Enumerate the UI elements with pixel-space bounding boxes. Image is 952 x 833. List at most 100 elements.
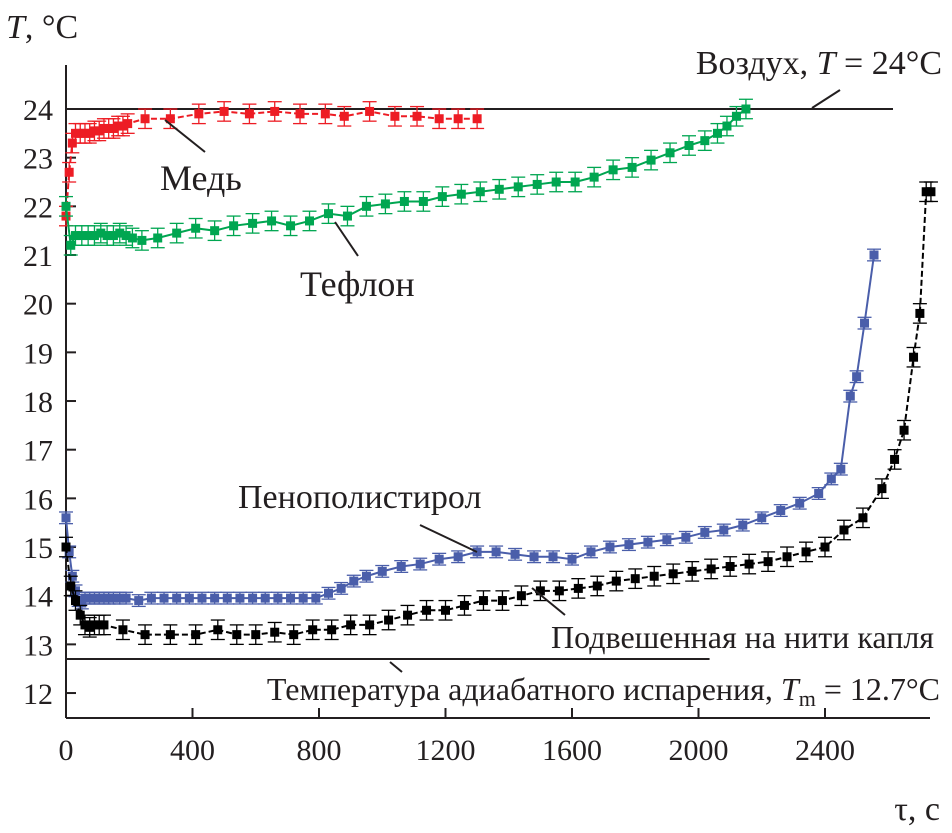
data-point xyxy=(380,199,390,209)
data-point xyxy=(89,126,99,136)
data-point xyxy=(77,598,87,608)
data-point xyxy=(551,177,561,187)
y-tick-label: 15 xyxy=(23,532,53,565)
data-point xyxy=(399,196,409,206)
y-tick-label: 20 xyxy=(23,289,53,322)
data-point xyxy=(270,627,280,637)
data-point xyxy=(140,630,150,640)
data-point xyxy=(244,109,254,119)
data-point xyxy=(61,201,71,211)
data-point xyxy=(342,211,352,221)
x-tick-label: 2400 xyxy=(795,734,855,767)
data-point xyxy=(684,141,694,151)
data-point xyxy=(860,318,870,328)
data-point xyxy=(624,540,634,550)
data-point xyxy=(757,513,767,523)
data-point xyxy=(516,591,526,601)
polystyrene-label: Пенополистирол xyxy=(238,479,481,516)
data-point xyxy=(311,593,321,603)
data-point xyxy=(712,128,722,138)
data-point xyxy=(611,576,621,586)
data-point xyxy=(529,552,539,562)
data-point xyxy=(75,128,85,138)
data-point xyxy=(662,535,672,545)
data-point xyxy=(273,593,283,603)
data-point xyxy=(89,231,99,241)
data-point xyxy=(869,250,879,260)
data-point xyxy=(295,109,305,119)
data-point xyxy=(349,576,359,586)
series-3 xyxy=(59,181,938,646)
data-point xyxy=(89,593,99,603)
data-point xyxy=(763,557,773,567)
data-point xyxy=(85,593,95,603)
data-point xyxy=(94,620,104,630)
series-line xyxy=(65,254,876,605)
data-point xyxy=(586,547,596,557)
data-point xyxy=(681,532,691,542)
data-point xyxy=(113,121,123,131)
data-point xyxy=(66,581,76,591)
data-point xyxy=(80,620,90,630)
data-point xyxy=(668,569,678,579)
y-tick-label: 17 xyxy=(23,435,53,468)
data-point xyxy=(459,600,469,610)
data-point xyxy=(630,574,640,584)
data-point xyxy=(64,167,74,177)
data-point xyxy=(172,228,182,238)
data-point xyxy=(80,128,90,138)
data-point xyxy=(96,228,106,238)
x-tick-label: 400 xyxy=(170,734,215,767)
data-point xyxy=(127,233,137,243)
data-point xyxy=(494,184,504,194)
data-point xyxy=(706,564,716,574)
air-label-leader xyxy=(811,89,841,109)
data-point xyxy=(795,498,805,508)
data-point xyxy=(104,123,114,133)
data-point xyxy=(118,121,128,131)
data-point xyxy=(548,552,558,562)
data-point xyxy=(845,391,855,401)
data-point xyxy=(608,165,618,175)
data-point xyxy=(222,593,232,603)
data-point xyxy=(235,593,245,603)
data-point xyxy=(191,630,201,640)
data-point xyxy=(115,228,125,238)
data-point xyxy=(700,527,710,537)
data-point xyxy=(108,123,118,133)
data-point xyxy=(137,235,147,245)
data-point xyxy=(437,192,447,202)
data-point xyxy=(361,571,371,581)
y-tick-label: 23 xyxy=(23,143,53,176)
data-point xyxy=(70,231,80,241)
data-point xyxy=(858,513,868,523)
data-point xyxy=(184,593,194,603)
data-point xyxy=(782,552,792,562)
data-point xyxy=(320,109,330,119)
data-point xyxy=(232,630,242,640)
series-2 xyxy=(59,248,882,610)
data-point xyxy=(475,187,485,197)
data-point xyxy=(77,231,87,241)
data-point xyxy=(535,586,545,596)
data-point xyxy=(194,109,204,119)
data-point xyxy=(921,187,931,197)
adiabatic-label-leader xyxy=(389,661,403,673)
data-point xyxy=(118,625,128,635)
data-point xyxy=(422,605,432,615)
data-point xyxy=(441,605,450,615)
data-point xyxy=(497,596,507,606)
data-point xyxy=(361,201,371,211)
data-point xyxy=(725,561,735,571)
data-point xyxy=(89,620,99,630)
data-point xyxy=(665,148,675,158)
data-point xyxy=(453,114,463,124)
data-point xyxy=(80,593,90,603)
data-point xyxy=(403,610,413,620)
data-point xyxy=(123,119,133,129)
data-point xyxy=(820,542,830,552)
data-point xyxy=(248,218,258,228)
y-tick-label: 21 xyxy=(23,240,53,273)
data-point xyxy=(643,537,653,547)
droplet-label: Подвешенная на нити капля xyxy=(551,619,934,655)
